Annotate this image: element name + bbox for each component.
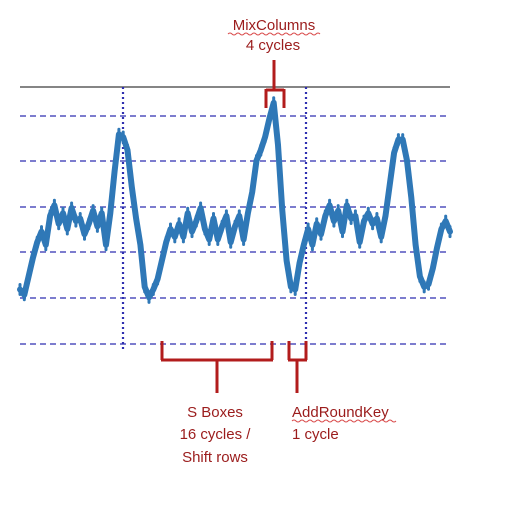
mix-columns-title: MixColumns	[233, 17, 316, 34]
annotation-add-round-key: AddRoundKey 1 cycle	[287, 341, 397, 443]
s-boxes-line-1: S Boxes	[187, 404, 243, 421]
add-round-key-spellcheck-underline	[291, 419, 397, 423]
s-boxes-line-3: Shift rows	[182, 449, 248, 466]
series-layer	[17, 96, 453, 304]
annotation-mix-columns: MixColumns 4 cycles	[227, 17, 321, 108]
annotation-s-boxes: S Boxes 16 cycles / Shift rows	[160, 341, 274, 466]
add-round-key-detail: 1 cycle	[292, 426, 339, 443]
mix-columns-spellcheck-underline	[227, 32, 321, 36]
mix-columns-detail: 4 cycles	[246, 37, 300, 54]
s-boxes-line-2: 16 cycles /	[180, 426, 252, 443]
add-round-key-title: AddRoundKey	[292, 404, 389, 421]
